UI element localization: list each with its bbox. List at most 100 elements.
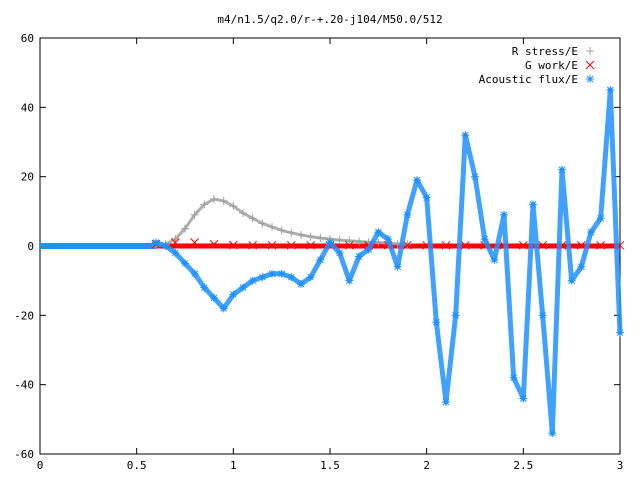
data-point xyxy=(306,273,315,282)
data-point xyxy=(355,252,363,261)
data-point xyxy=(200,200,209,209)
series-layer xyxy=(40,86,625,438)
legend-label: G work/E xyxy=(525,59,578,72)
x-tick-label: 1.5 xyxy=(320,459,340,472)
data-point xyxy=(268,222,276,231)
data-point xyxy=(374,238,383,247)
data-point xyxy=(239,209,247,218)
legend-marker xyxy=(586,75,594,83)
data-point xyxy=(268,269,276,278)
data-point xyxy=(480,235,489,244)
data-point xyxy=(228,240,238,250)
data-point xyxy=(490,255,499,264)
data-point xyxy=(538,311,547,320)
data-point xyxy=(316,255,325,264)
data-point xyxy=(548,429,557,438)
data-point xyxy=(170,238,180,247)
data-point xyxy=(538,240,548,250)
data-point xyxy=(558,165,566,174)
data-point xyxy=(258,273,267,282)
data-point xyxy=(335,248,344,257)
data-point xyxy=(374,228,383,237)
series-trace xyxy=(153,87,623,436)
data-point xyxy=(316,234,325,243)
data-point xyxy=(297,280,305,289)
data-point xyxy=(209,239,219,249)
x-tick-label: 3 xyxy=(617,459,624,472)
data-point xyxy=(219,304,228,313)
data-point xyxy=(152,238,160,247)
x-tick-label: 0.5 xyxy=(127,459,147,472)
data-point xyxy=(277,269,286,278)
data-point xyxy=(567,276,576,285)
data-point xyxy=(616,328,624,337)
data-point xyxy=(190,210,199,219)
data-point xyxy=(364,245,373,254)
y-tick-label: 20 xyxy=(21,171,34,184)
data-point xyxy=(181,224,189,233)
data-point xyxy=(326,238,334,247)
data-point xyxy=(239,283,247,292)
data-point xyxy=(596,240,606,250)
data-point xyxy=(210,195,218,204)
data-point xyxy=(596,214,605,223)
data-point xyxy=(413,176,421,185)
data-point xyxy=(451,311,460,320)
data-point xyxy=(432,318,441,327)
data-point xyxy=(345,276,354,285)
data-point xyxy=(344,240,354,250)
data-point xyxy=(171,248,180,257)
data-point xyxy=(171,235,180,244)
data-point xyxy=(306,232,315,241)
data-point xyxy=(335,236,344,245)
legend-marker xyxy=(586,47,594,55)
y-tick-label: 0 xyxy=(27,240,34,253)
y-tick-label: 60 xyxy=(21,32,34,45)
data-point xyxy=(500,210,508,219)
data-point xyxy=(229,290,238,299)
data-point xyxy=(403,240,412,249)
data-point xyxy=(210,294,218,302)
x-tick-label: 2.5 xyxy=(513,459,533,472)
data-point xyxy=(277,226,286,235)
data-point xyxy=(384,235,392,244)
data-point xyxy=(190,269,199,278)
data-point xyxy=(529,200,537,209)
data-point xyxy=(258,219,267,228)
data-point xyxy=(287,273,296,282)
data-point xyxy=(509,373,518,382)
legend-label: Acoustic flux/E xyxy=(479,73,578,86)
data-point xyxy=(267,240,277,250)
data-point xyxy=(442,398,450,406)
data-point xyxy=(286,240,296,250)
x-tick-label: 2 xyxy=(423,459,430,472)
data-point xyxy=(248,240,258,250)
data-point xyxy=(518,240,528,250)
data-point xyxy=(577,262,586,271)
series-trace xyxy=(154,197,409,248)
data-point xyxy=(393,262,402,271)
data-point xyxy=(200,283,209,292)
data-point xyxy=(297,230,305,239)
data-point xyxy=(219,196,228,205)
y-tick-label: -60 xyxy=(14,448,34,461)
data-point xyxy=(248,214,257,223)
data-point xyxy=(181,259,189,268)
data-point xyxy=(355,237,363,246)
data-point xyxy=(287,228,296,237)
data-point xyxy=(461,131,470,140)
data-point xyxy=(606,86,615,94)
data-point xyxy=(248,276,257,285)
data-point xyxy=(161,242,170,250)
chart-title: m4/n1.5/q2.0/r-+.20-j104/M50.0/512 xyxy=(217,13,442,26)
data-point xyxy=(471,172,479,181)
data-point xyxy=(441,240,451,250)
data-point xyxy=(519,394,528,403)
y-tick-label: 40 xyxy=(21,101,34,114)
x-tick-label: 1 xyxy=(230,459,237,472)
data-point xyxy=(587,228,595,237)
data-point xyxy=(403,210,412,219)
data-point xyxy=(306,240,316,250)
